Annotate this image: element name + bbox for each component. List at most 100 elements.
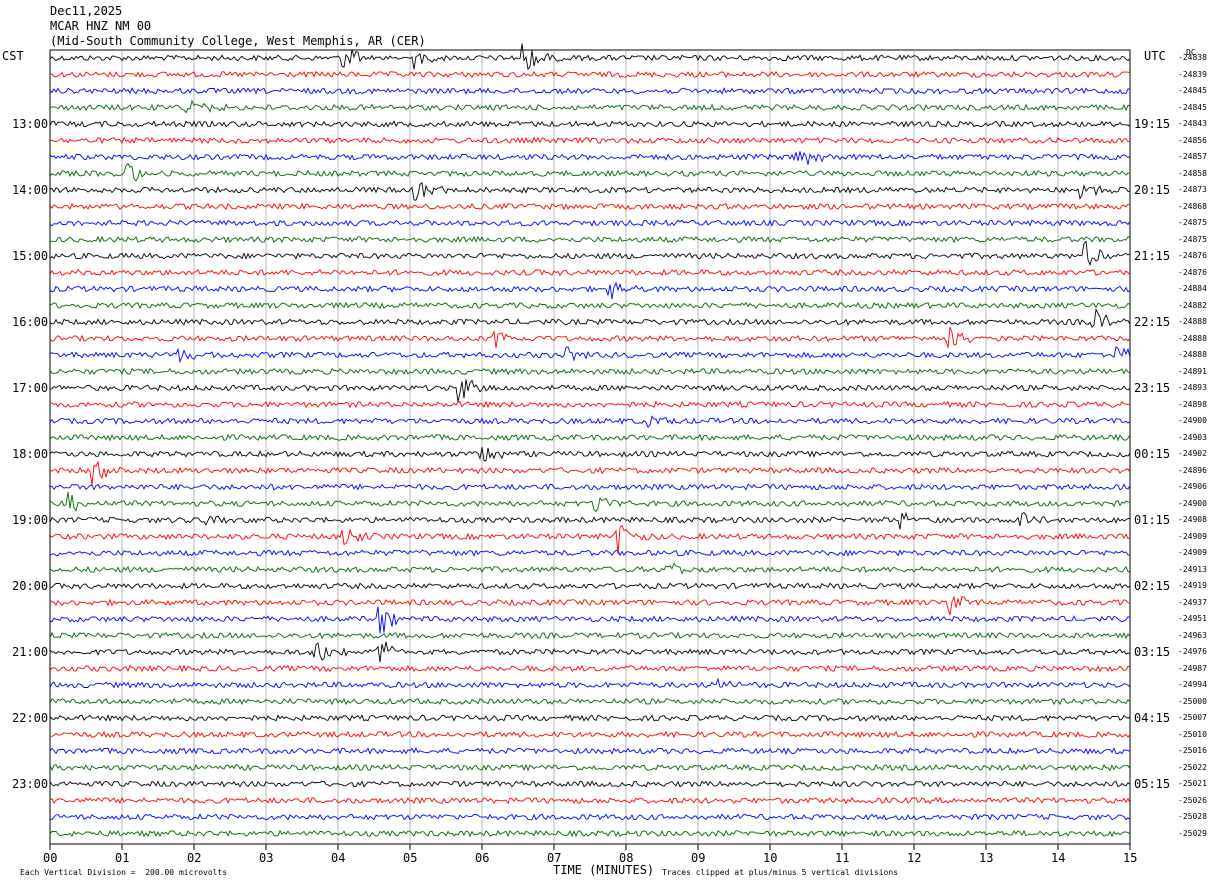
utc-hour-label: 05:15 — [1134, 777, 1171, 791]
dc-offset-label: -24896 — [1178, 465, 1207, 475]
seismic-trace — [49, 747, 1131, 755]
seismic-trace — [49, 301, 1131, 310]
seismic-trace — [49, 714, 1131, 722]
cst-hour-label: 19:00 — [12, 513, 49, 527]
seismic-trace — [49, 606, 1131, 634]
dc-offset-label: -24868 — [1178, 201, 1207, 211]
x-tick-label: 04 — [331, 851, 346, 865]
utc-hour-label: 21:15 — [1134, 249, 1171, 263]
plot-frame — [49, 49, 1131, 845]
dc-offset-label: -24891 — [1178, 366, 1207, 376]
seismic-trace — [49, 120, 1131, 128]
x-tick-label: 05 — [403, 851, 418, 865]
cst-hour-label: 23:00 — [12, 777, 49, 791]
dc-offset-label: -24873 — [1178, 185, 1207, 194]
x-tick-label: 09 — [691, 851, 706, 865]
x-tick-label: 03 — [259, 851, 274, 865]
x-tick-label: 13 — [979, 851, 994, 865]
dc-offset-label: -25000 — [1178, 696, 1207, 706]
x-tick-label: 06 — [475, 851, 490, 865]
seismic-trace — [49, 99, 1131, 114]
seismic-trace — [50, 813, 1131, 821]
seismic-trace — [49, 780, 1131, 788]
header-station: MCAR HNZ NM 00 — [50, 19, 152, 33]
seismic-trace — [49, 308, 1131, 328]
minute-grid — [121, 50, 1059, 844]
dc-offset-label: -24856 — [1178, 135, 1207, 145]
seismic-trace — [49, 511, 1131, 530]
seismic-trace — [49, 367, 1131, 376]
cst-hour-label: 14:00 — [12, 183, 49, 197]
dc-offset-label: -25026 — [1178, 795, 1207, 805]
seismic-trace — [49, 631, 1131, 640]
clip-note: Traces clipped at plus/minus 5 vertical … — [662, 868, 899, 877]
seismic-trace — [49, 562, 1131, 575]
dc-offset-label: -24898 — [1178, 399, 1207, 409]
utc-hour-label: 02:15 — [1134, 579, 1171, 593]
dc-offset-label: -24875 — [1178, 218, 1207, 227]
x-tick-label: 01 — [115, 851, 130, 865]
seismic-trace — [49, 595, 1131, 616]
seismic-trace — [49, 87, 1131, 95]
seismic-trace — [49, 415, 1131, 429]
seismic-trace — [49, 664, 1131, 673]
dc-offset-label: -24888 — [1178, 317, 1207, 326]
cst-hour-label: 20:00 — [12, 579, 49, 593]
dc-offset-label: -24900 — [1178, 498, 1207, 508]
seismic-trace — [49, 549, 1131, 557]
dc-offset-label: -24893 — [1178, 383, 1207, 392]
dc-offset-label: -25022 — [1178, 762, 1207, 772]
dc-offset-label: -24909 — [1178, 531, 1207, 541]
dc-offset-label: -24875 — [1178, 234, 1207, 244]
dc-offset-label: -24902 — [1178, 449, 1207, 458]
utc-hour-label: 22:15 — [1134, 315, 1171, 329]
seismic-trace — [49, 240, 1131, 267]
cst-axis-label: CST — [2, 49, 24, 63]
x-axis-title: TIME (MINUTES) — [553, 863, 655, 877]
seismic-trace — [49, 730, 1131, 739]
x-tick-label: 12 — [907, 851, 922, 865]
cst-hour-label: 22:00 — [12, 711, 49, 725]
seismic-trace — [49, 136, 1131, 145]
dc-offset-label: -24919 — [1178, 581, 1207, 590]
seismic-trace — [49, 379, 1131, 402]
seismic-trace — [49, 202, 1131, 211]
dc-offset-label: -25016 — [1178, 746, 1207, 755]
seismic-trace — [49, 582, 1131, 590]
x-tick-label: 02 — [187, 851, 202, 865]
dc-offset-label: -24908 — [1178, 515, 1207, 524]
x-axis-ticks — [49, 844, 1131, 850]
dc-offset-label: -24900 — [1178, 416, 1207, 425]
seismic-trace — [49, 346, 1131, 364]
seismic-trace — [49, 151, 1131, 165]
dc-offset-label: -24976 — [1178, 647, 1207, 656]
utc-hour-label: 19:15 — [1134, 117, 1171, 131]
x-tick-label: 00 — [43, 851, 58, 865]
x-tick-label: 15 — [1123, 851, 1138, 865]
seismic-trace — [49, 677, 1131, 689]
dc-offset-label: -25021 — [1178, 779, 1207, 788]
dc-offset-label: -24845 — [1178, 86, 1207, 95]
utc-hour-label: 03:15 — [1134, 645, 1171, 659]
dc-offset-label: -25007 — [1178, 713, 1207, 722]
seismic-trace — [49, 447, 1131, 462]
dc-offset-label: -24913 — [1178, 564, 1207, 574]
seismic-trace — [49, 697, 1131, 706]
dc-offset-label: -24937 — [1178, 597, 1207, 607]
seismic-trace — [49, 181, 1130, 201]
cst-hour-label: 18:00 — [12, 447, 49, 461]
dc-offset-label: -24839 — [1178, 69, 1207, 79]
dc-offset-label: -24906 — [1178, 482, 1207, 491]
seismic-trace — [49, 524, 1131, 555]
dc-offset-label: -25029 — [1178, 828, 1207, 838]
dc-offset-label: -24951 — [1178, 614, 1207, 623]
dc-offset-label: -24994 — [1178, 680, 1207, 689]
dc-offset-label: -24909 — [1178, 548, 1207, 557]
seismic-trace — [49, 70, 1131, 79]
seismic-trace — [49, 829, 1131, 838]
x-tick-label: 08 — [619, 851, 634, 865]
cst-hour-label: 21:00 — [12, 645, 49, 659]
seismic-trace — [49, 235, 1131, 244]
cst-hour-label: 17:00 — [12, 381, 49, 395]
